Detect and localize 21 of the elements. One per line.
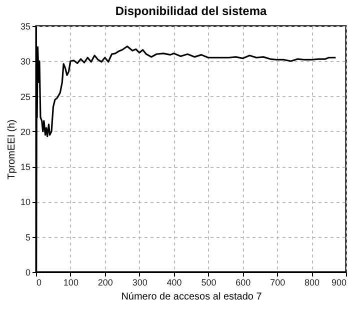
x-tick-label: 600 xyxy=(236,278,251,288)
x-tick-label: 0 xyxy=(36,278,42,288)
y-tick-label: 0 xyxy=(25,268,30,278)
y-tick-label: 15 xyxy=(20,162,30,172)
x-tick-label: 400 xyxy=(166,278,182,288)
x-tick-label: 200 xyxy=(98,278,113,288)
x-tick-label: 900 xyxy=(331,278,346,288)
y-tick-label: 35 xyxy=(20,22,30,32)
y-tick-label: 25 xyxy=(20,92,30,102)
y-tick-label: 30 xyxy=(20,56,30,67)
y-axis-title: TpromEEI (h) xyxy=(6,119,18,180)
x-axis-title: Número de accesos al estado 7 xyxy=(121,292,262,302)
y-tick-label: 5 xyxy=(25,232,30,242)
x-tick-label: 300 xyxy=(132,278,148,288)
x-tick-label: 800 xyxy=(304,278,320,288)
chart-title: Disponibilidad del sistema xyxy=(115,4,268,18)
x-tick-label: 100 xyxy=(63,278,78,288)
x-tick-label: 500 xyxy=(201,278,216,288)
y-tick-label: 10 xyxy=(20,197,30,208)
y-tick-label: 20 xyxy=(20,126,30,137)
x-tick-label: 700 xyxy=(270,278,286,288)
